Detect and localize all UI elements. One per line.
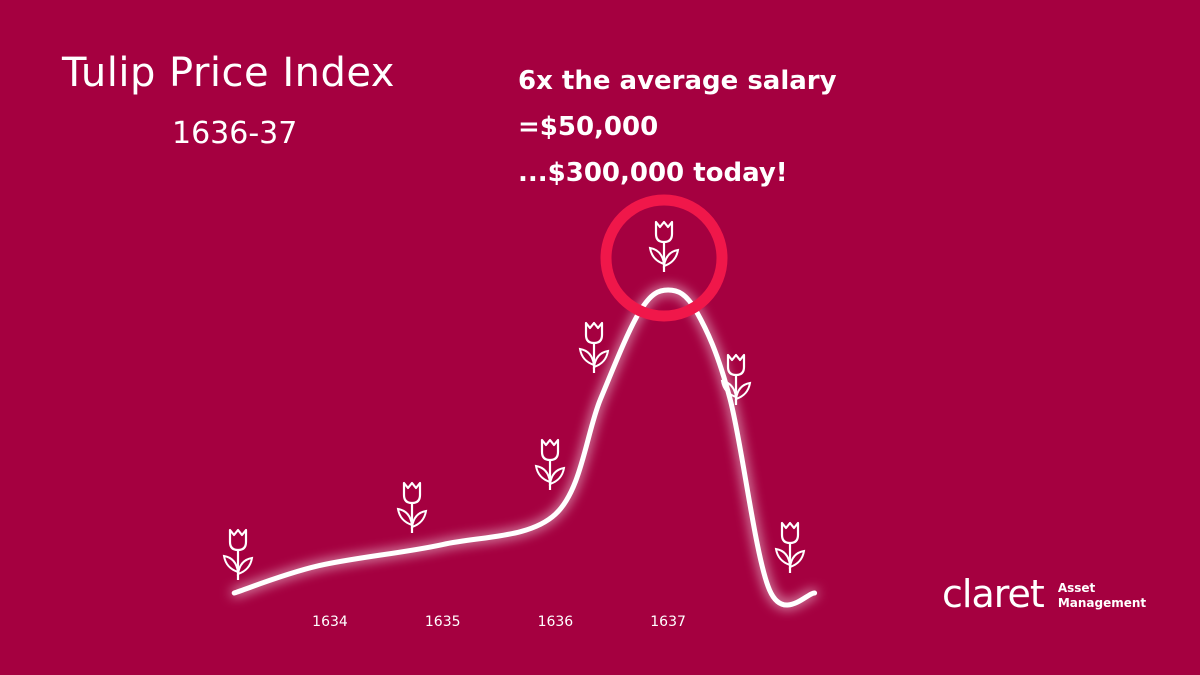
peak-annotation: 6x the average salary =$50,000 ...$300,0…: [518, 58, 837, 196]
tulip-icon: [578, 321, 610, 375]
logo-sub-line-2: Management: [1057, 596, 1147, 610]
annotation-line-3: ...$300,000 today!: [518, 158, 788, 188]
tulip-icon: [396, 481, 428, 535]
claret-logo: claret Asset Management: [942, 575, 1146, 613]
chart-title: Tulip Price Index: [62, 50, 395, 96]
logo-subtitle: Asset Management: [1058, 581, 1146, 611]
logo-wordmark: claret: [942, 572, 1045, 616]
tulip-icon: [648, 220, 680, 274]
x-tick-label: 1634: [312, 614, 348, 630]
tulip-icon: [222, 528, 254, 582]
tulip-icon: [534, 438, 566, 492]
annotation-line-2: =$50,000: [518, 112, 659, 142]
x-tick-label: 1635: [425, 614, 461, 630]
price-line: [231, 287, 818, 608]
peak-highlight-circle: [600, 194, 728, 322]
chart-subtitle: 1636-37: [172, 116, 298, 151]
x-tick-label: 1637: [650, 614, 686, 630]
annotation-line-1: 6x the average salary: [518, 66, 837, 96]
tulip-icon: [774, 521, 806, 575]
logo-sub-line-1: Asset: [1057, 581, 1096, 595]
x-tick-label: 1636: [538, 614, 574, 630]
